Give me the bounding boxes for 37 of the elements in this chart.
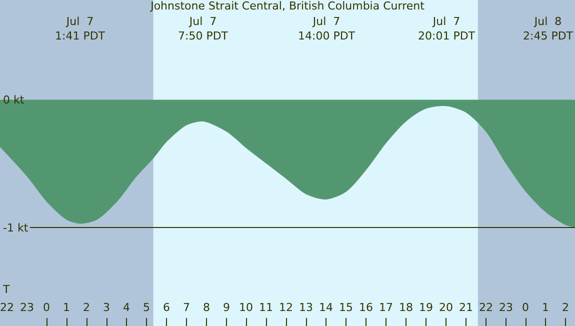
x-tick-label: 10 bbox=[239, 301, 253, 314]
x-tick-label: 2 bbox=[562, 301, 569, 314]
x-tick-label: 0 bbox=[43, 301, 50, 314]
x-tick-label: 14 bbox=[319, 301, 333, 314]
x-tick-label: 6 bbox=[163, 301, 170, 314]
annotation: Jul 7 1:41 PDT bbox=[55, 15, 106, 42]
x-tick-label: 8 bbox=[203, 301, 210, 314]
x-tick-label: 12 bbox=[279, 301, 293, 314]
annotation: Jul 7 14:00 PDT bbox=[298, 15, 356, 42]
x-tick-label: 9 bbox=[223, 301, 230, 314]
x-tick-label: 1 bbox=[542, 301, 549, 314]
chart-title: Johnstone Strait Central, British Columbia Current bbox=[150, 0, 426, 12]
x-tick-label: 23 bbox=[499, 301, 513, 314]
x-tick-label: 3 bbox=[103, 301, 110, 314]
x-tick-label: 2 bbox=[83, 301, 90, 314]
y-tick-label: -1 kt bbox=[3, 221, 29, 234]
x-tick-label: 22 bbox=[0, 301, 14, 314]
x-tick-label: 19 bbox=[419, 301, 433, 314]
x-tick-label: 18 bbox=[399, 301, 413, 314]
x-tick-label: 0 bbox=[522, 301, 529, 314]
x-tick-label: 20 bbox=[439, 301, 453, 314]
x-tick-label: 23 bbox=[20, 301, 34, 314]
x-tick-label: 16 bbox=[359, 301, 373, 314]
x-tick-label: 15 bbox=[339, 301, 353, 314]
x-tick-label: 13 bbox=[299, 301, 313, 314]
x-tick-label: 1 bbox=[63, 301, 70, 314]
x-tick-label: 21 bbox=[459, 301, 473, 314]
annotation: Jul 7 20:01 PDT bbox=[418, 15, 476, 42]
x-tick-label: 11 bbox=[259, 301, 273, 314]
x-tick-label: 17 bbox=[379, 301, 393, 314]
x-tick-label: 5 bbox=[143, 301, 150, 314]
annotation: Jul 8 2:45 PDT bbox=[523, 15, 574, 42]
annotation: Jul 7 7:50 PDT bbox=[178, 15, 228, 42]
x-tick-label: 7 bbox=[183, 301, 190, 314]
x-tick-label: 4 bbox=[123, 301, 130, 314]
x-tick-label: 22 bbox=[479, 301, 493, 314]
x-axis-title: T bbox=[2, 283, 10, 296]
